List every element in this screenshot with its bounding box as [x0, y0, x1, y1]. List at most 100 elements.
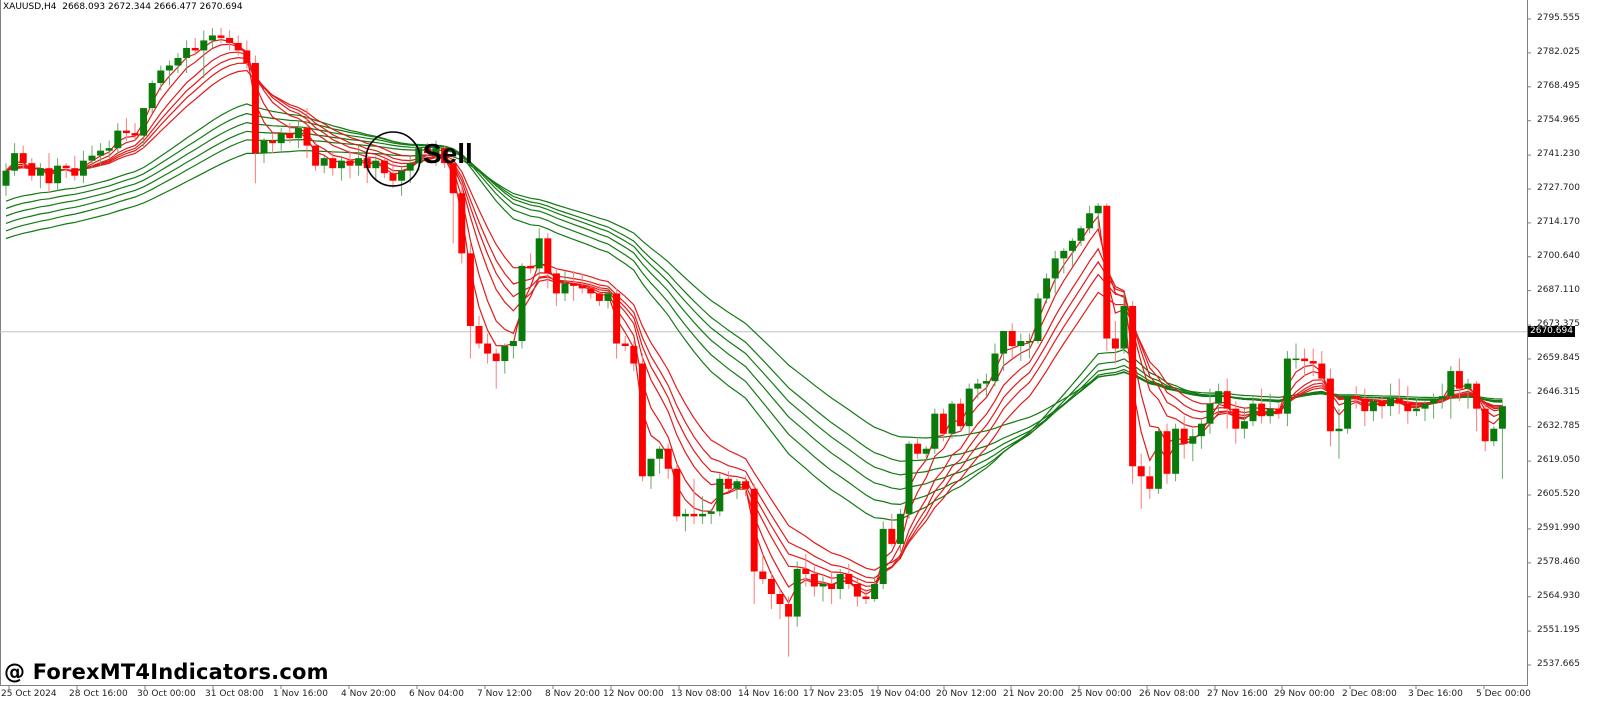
candle-body	[1025, 341, 1033, 343]
candle-body	[570, 283, 578, 286]
candle-body	[406, 163, 414, 171]
candle-body	[191, 47, 199, 51]
candle-body	[148, 83, 156, 109]
candle-body	[484, 343, 492, 354]
candle-body	[217, 35, 225, 38]
price-axis-label: 2782.025	[1537, 46, 1580, 57]
candle-body	[97, 150, 105, 156]
candle-body	[36, 168, 44, 176]
candle-body	[742, 481, 750, 489]
candle-body	[1301, 358, 1309, 362]
price-axis-label: 2768.495	[1537, 80, 1580, 91]
candle-body	[1223, 391, 1231, 409]
candle-body	[1232, 408, 1240, 429]
candle-body	[767, 578, 775, 595]
candle-body	[630, 346, 638, 364]
candle-body	[1490, 428, 1498, 442]
time-axis-label: 27 Nov 16:00	[1207, 689, 1268, 699]
time-axis-label: 21 Nov 20:00	[1003, 689, 1064, 699]
candle-body	[140, 108, 148, 136]
price-axis-label: 2714.170	[1537, 216, 1580, 227]
candle-body	[337, 160, 345, 169]
price-axis-label: 2727.700	[1537, 182, 1580, 193]
candle-body	[1249, 403, 1257, 422]
candle-body	[785, 604, 793, 617]
candle-body	[11, 153, 19, 171]
candle-body	[561, 283, 569, 294]
candle-body	[54, 165, 62, 184]
candle-body	[329, 158, 337, 169]
candle-body	[423, 148, 431, 154]
candle-body	[965, 388, 973, 427]
candle-body	[1008, 331, 1016, 347]
candle-body	[1163, 431, 1171, 474]
candle-body	[1438, 396, 1446, 399]
candle-body	[982, 381, 990, 384]
candle-body	[415, 148, 423, 164]
time-axis-label: 13 Nov 08:00	[671, 689, 732, 699]
candle-body	[1103, 205, 1111, 339]
candle-body	[226, 37, 234, 43]
candle-body	[776, 594, 784, 605]
symbol-info: XAUUSD,H4 2668.093 2672.344 2666.477 267…	[3, 2, 243, 12]
candle-body	[122, 130, 130, 134]
candle-body	[922, 448, 930, 454]
candle-body	[638, 363, 646, 477]
candle-body	[750, 488, 758, 572]
candle-body	[312, 145, 320, 166]
candle-body	[1361, 398, 1369, 412]
candle-body	[389, 173, 397, 181]
price-axis-label: 2795.555	[1537, 13, 1580, 23]
time-axis-label: 1 Nov 16:00	[273, 689, 328, 699]
candle-body	[286, 133, 294, 139]
candle-body	[475, 325, 483, 344]
candle-body	[174, 57, 182, 66]
candle-body	[2, 170, 10, 186]
candle-body	[1404, 403, 1412, 412]
candle-body	[604, 293, 612, 301]
time-axis-label: 17 Nov 23:05	[803, 689, 864, 699]
candle-body	[1309, 361, 1317, 364]
candle-body	[724, 478, 732, 489]
candle-body	[200, 40, 208, 51]
candle-body	[1060, 250, 1068, 259]
candle-body	[466, 253, 474, 326]
candle-body	[449, 163, 457, 194]
candle-body	[733, 481, 741, 489]
candle-body	[372, 160, 380, 169]
candle-body	[294, 128, 302, 139]
slow-ema-line	[5, 121, 1503, 491]
candle-body	[1120, 305, 1128, 349]
candle-body	[114, 130, 122, 149]
candle-body	[690, 513, 698, 517]
slow-ema-line	[5, 103, 1503, 521]
time-axis-label: 26 Nov 08:00	[1139, 689, 1200, 699]
candle-body	[879, 528, 887, 585]
candle-body	[1369, 401, 1377, 412]
candle-body	[1000, 331, 1008, 354]
candle-body	[957, 403, 965, 427]
candle-body	[1395, 398, 1403, 404]
candle-body	[759, 571, 767, 579]
time-axis-label: 3 Dec 16:00	[1408, 689, 1463, 699]
candle-body	[1455, 371, 1463, 389]
candle-body	[810, 573, 818, 587]
slow-ema-line	[5, 149, 1503, 439]
candle-body	[432, 148, 440, 154]
candle-body	[1430, 398, 1438, 404]
candle-body	[853, 584, 861, 597]
current-price-tag: 2670.694	[1528, 326, 1575, 337]
candle-body	[380, 160, 388, 174]
candle-body	[1068, 240, 1076, 251]
candle-body	[105, 148, 113, 151]
candle-body	[1189, 436, 1197, 444]
candle-body	[699, 513, 707, 517]
price-axis-label: 2619.050	[1537, 455, 1580, 466]
candle-body	[621, 343, 629, 347]
candle-body	[845, 573, 853, 585]
time-axis-label: 12 Nov 00:00	[603, 689, 664, 699]
candle-body	[1051, 258, 1059, 279]
candle-body	[862, 596, 870, 600]
